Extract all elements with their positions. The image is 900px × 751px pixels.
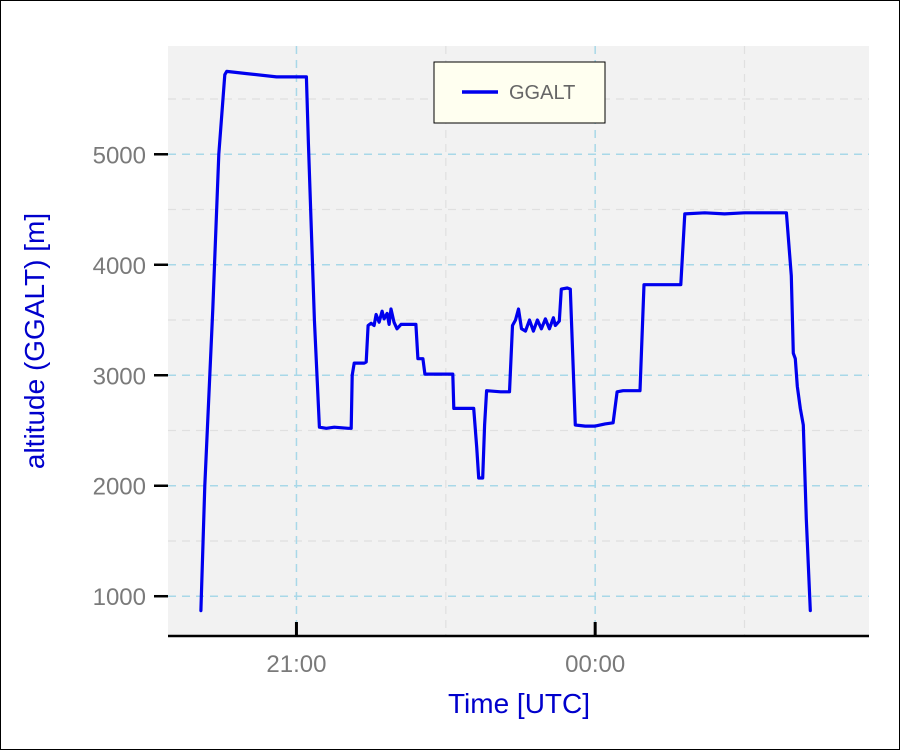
y-tick-label: 1000: [93, 584, 146, 611]
major-gridlines: [168, 46, 869, 636]
legend-label-ggalt: GGALT: [509, 82, 575, 104]
axis-ticks: 1000 2000 3000 4000 5000 21:00 00:00: [93, 142, 626, 678]
x-tick-label: 00:00: [565, 651, 625, 678]
y-tick-label: 2000: [93, 474, 146, 501]
x-tick-label: 21:00: [266, 651, 326, 678]
legend: GGALT: [433, 61, 606, 124]
x-axis-label: Time [UTC]: [448, 688, 590, 719]
y-tick-label: 3000: [93, 363, 146, 390]
series-line-ggalt: [199, 69, 812, 613]
y-axis-label: altitude (GGALT) [m]: [19, 213, 50, 469]
y-tick-label: 4000: [93, 253, 146, 280]
series-layer: [199, 69, 812, 613]
y-tick-label: 5000: [93, 142, 146, 169]
plot-panel: [168, 46, 869, 636]
